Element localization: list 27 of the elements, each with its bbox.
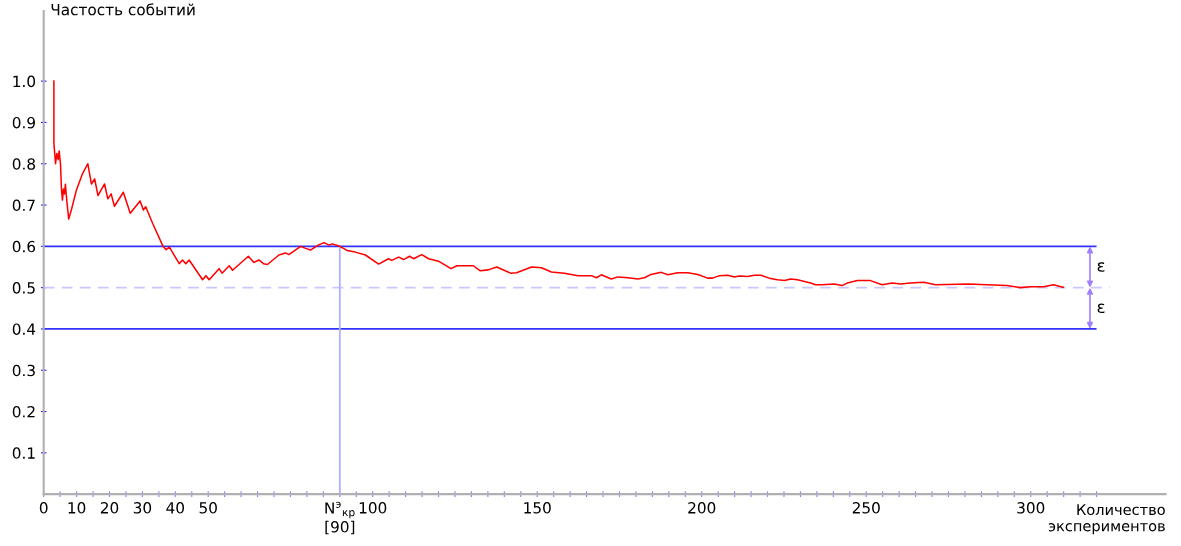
x-tick-label: 100 (359, 502, 387, 514)
y-tick-label: 0.5 (12, 282, 35, 294)
y-tick-label: 0.2 (12, 406, 35, 418)
y-tick-label: 0.8 (12, 158, 36, 170)
x-tick-label: 30 (133, 502, 152, 514)
annotation: ε (1097, 303, 1105, 314)
x-tick-label: 200 (688, 502, 716, 514)
x-tick-label: 300 (1017, 502, 1045, 514)
y-axis-title: Частость событий (51, 3, 195, 16)
y-tick-label: 0.7 (12, 199, 35, 212)
x-tick-label: 150 (524, 502, 551, 514)
x-tick-label: 10 (68, 502, 86, 514)
annotation: ε (1097, 262, 1105, 272)
y-tick-label: 0.1 (12, 447, 35, 459)
y-tick-label: 0.9 (12, 116, 35, 129)
y-tick-label: 1.0 (13, 75, 36, 88)
x-axis-title: Количество экспериментов (1048, 504, 1165, 535)
line-series (53, 80, 1065, 289)
x-tick-label: 50 (199, 502, 217, 514)
y-tick-label: 0.4 (12, 323, 36, 335)
x-tick-label: N$^{э}$$_{кр}$ [90] (325, 501, 355, 535)
x-tick-label: 0 (39, 502, 48, 514)
y-tick-label: 0.3 (12, 364, 35, 377)
x-tick-label: 20 (100, 502, 119, 514)
x-tick-label: 40 (166, 502, 185, 514)
x-tick-label: 250 (852, 502, 880, 514)
y-tick-label: 0.6 (12, 240, 36, 253)
